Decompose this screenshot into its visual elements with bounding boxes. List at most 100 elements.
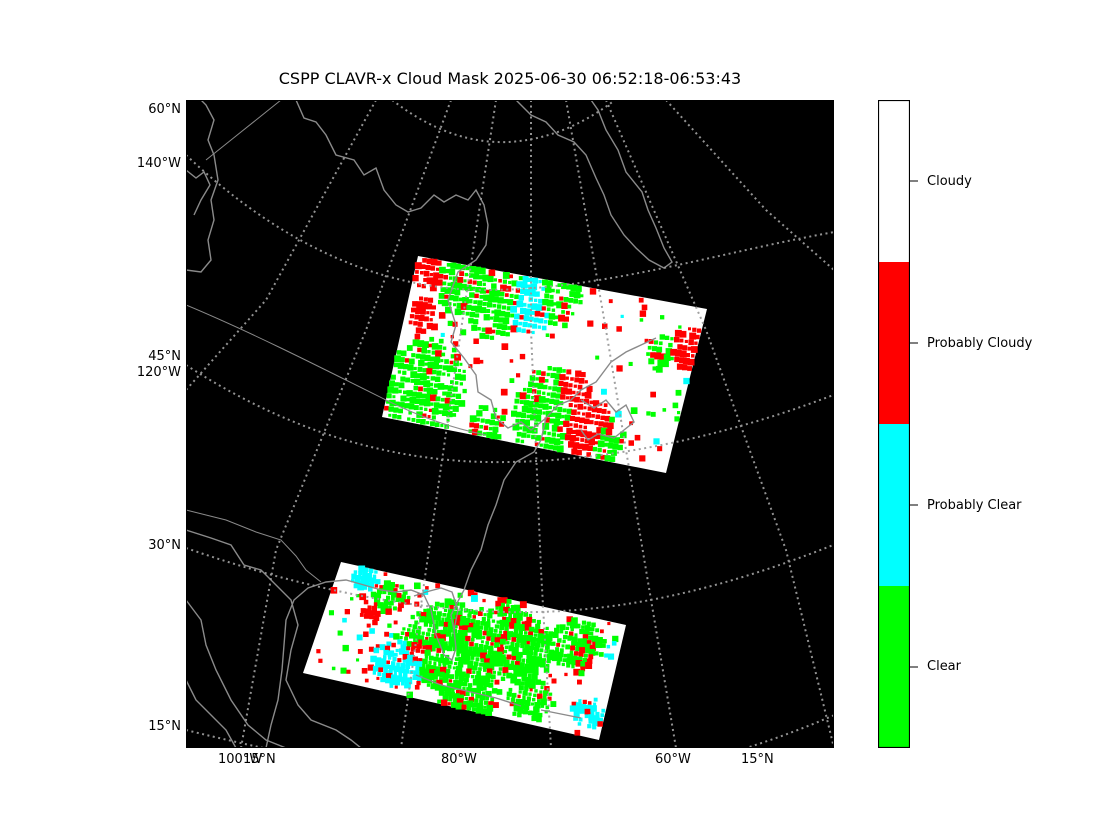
- swath-pixel: [560, 440, 564, 445]
- swath-pixel: [607, 450, 612, 454]
- swath-pixel: [582, 657, 587, 663]
- swath-pixel: [483, 613, 487, 617]
- swath-pixel: [423, 270, 430, 277]
- swath-pixel: [546, 280, 553, 287]
- swath-pixel: [524, 644, 530, 650]
- swath-pixel: [502, 317, 510, 325]
- swath-pixel: [534, 395, 541, 402]
- swath-pixel: [427, 673, 435, 680]
- swath-pixel: [413, 638, 419, 644]
- swath-pixel: [485, 419, 490, 424]
- swath-pixel: [554, 627, 560, 634]
- swath-pixel: [377, 602, 384, 609]
- swath-pixel: [438, 689, 445, 696]
- swath-pixel: [380, 677, 386, 683]
- swath-pixel: [569, 423, 573, 427]
- swath-pixel: [456, 647, 463, 654]
- swath-pixel: [500, 676, 506, 681]
- swath-pixel: [574, 729, 581, 736]
- swath-pixel: [426, 303, 433, 310]
- swath-pixel: [420, 354, 426, 360]
- swath-pixel: [444, 294, 449, 299]
- swath-pixel: [475, 305, 482, 313]
- swath-pixel: [535, 666, 539, 670]
- swath-pixel: [506, 599, 512, 604]
- swath-pixel: [428, 408, 433, 412]
- swath-pixel: [502, 616, 507, 621]
- swath-pixel: [528, 289, 536, 297]
- swath-pixel: [540, 698, 547, 706]
- swath-pixel: [542, 279, 548, 286]
- swath-pixel: [431, 407, 439, 415]
- swath-pixel: [628, 440, 634, 446]
- swath-pixel: [416, 629, 421, 635]
- swath-pixel: [677, 344, 683, 350]
- swath-pixel: [346, 669, 351, 674]
- coastline-west: [186, 100, 219, 273]
- swath-pixel: [570, 627, 574, 632]
- swath-pixel: [474, 592, 478, 596]
- swath-pixel: [364, 678, 369, 683]
- swath-pixel: [510, 313, 515, 318]
- swath-pixel: [469, 273, 474, 278]
- swath-pixel: [374, 610, 381, 617]
- swath-pixel: [444, 397, 451, 404]
- swath-pixel: [611, 641, 617, 646]
- swath-pixel: [662, 408, 667, 412]
- swath-pixel: [509, 701, 514, 707]
- swath-pixel: [511, 692, 517, 698]
- swath-pixel: [568, 441, 575, 448]
- swath-pixel: [452, 666, 456, 670]
- swath-pixel: [493, 316, 500, 323]
- swath-pixel: [404, 636, 409, 641]
- swath-pixel: [572, 429, 577, 434]
- swath-pixel: [490, 432, 498, 440]
- swath-pixel: [542, 299, 549, 306]
- swath-pixel: [573, 668, 581, 676]
- swath-pixel: [548, 405, 552, 410]
- swath-pixel: [420, 419, 426, 425]
- swath-pixel: [424, 362, 428, 366]
- swath-pixel: [442, 391, 447, 396]
- swath-pixel: [465, 649, 473, 656]
- swath-pixel: [381, 672, 387, 678]
- swath-pixel: [546, 653, 554, 660]
- swath-pixel: [512, 711, 517, 716]
- swath-pixel: [450, 614, 457, 620]
- swath-pixel: [619, 439, 624, 444]
- swath-pixel: [397, 658, 402, 663]
- swath-pixel: [499, 310, 506, 317]
- swath-pixel: [483, 294, 490, 301]
- swath-pixel: [510, 641, 515, 646]
- swath-pixel: [521, 432, 527, 438]
- swath-pixel: [417, 283, 421, 288]
- swath-pixel: [509, 622, 516, 629]
- swath-pixel: [528, 316, 534, 322]
- swath-pixel: [447, 320, 453, 326]
- swath-pixel: [416, 392, 423, 399]
- swath-pixel: [555, 393, 561, 399]
- swath-pixel: [416, 301, 424, 309]
- swath-pixel: [509, 274, 513, 279]
- swath-pixel: [408, 403, 415, 410]
- swath-pixel: [482, 649, 487, 654]
- swath-pixel: [426, 322, 433, 330]
- swath-pixel: [454, 670, 461, 677]
- swath-pixel: [660, 315, 665, 320]
- swath-pixel: [519, 662, 525, 668]
- swath-pixel: [522, 321, 528, 328]
- swath-pixel: [378, 667, 383, 673]
- swath-pixel: [612, 443, 619, 450]
- swath-pixel: [433, 272, 440, 279]
- swath-pixel: [519, 419, 525, 425]
- swath-pixel: [441, 397, 445, 402]
- swath-pixel: [563, 316, 569, 322]
- colorbar-label-probably-clear: Probably Clear: [927, 498, 1022, 513]
- swath-pixel: [472, 280, 477, 285]
- swath-pixel: [553, 379, 560, 386]
- swath-pixel: [361, 668, 368, 674]
- swath-pixel: [426, 258, 433, 265]
- swath-pixel: [397, 639, 403, 645]
- swath-pixel: [506, 672, 512, 679]
- swath-pixel: [459, 362, 463, 366]
